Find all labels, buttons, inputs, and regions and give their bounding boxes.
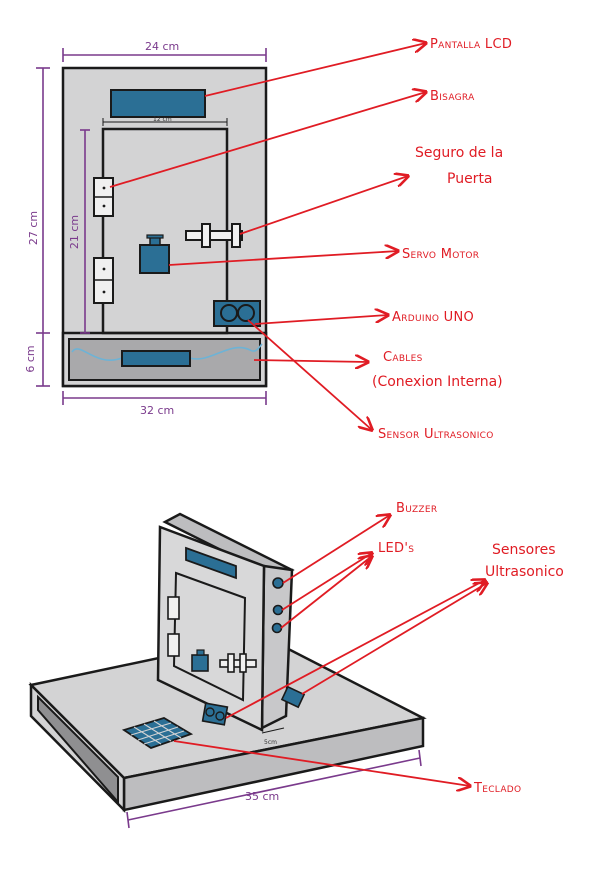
dimension-line-gap (261, 727, 285, 734)
dim-total-height: 27 cm (27, 211, 40, 245)
base-left-opening (37, 694, 119, 805)
door-lock (185, 223, 243, 248)
callout-arrows-front (109, 43, 426, 430)
iso-hinge-top (167, 596, 180, 620)
label-sensors-line1: Sensores (492, 542, 556, 558)
iso-lock (219, 653, 257, 673)
iso-lcd (185, 546, 237, 580)
iso-buzzer (272, 577, 284, 589)
label-sensors-line2: Ultrasonico (485, 564, 564, 580)
label-servo: Servo Motor (402, 247, 479, 262)
dimension-lines-front (36, 48, 267, 405)
iso-ultrasonic-side (280, 685, 306, 709)
dimension-line-inner (102, 118, 228, 126)
label-buzzer: Buzzer (396, 501, 437, 516)
label-hinge: Bisagra (430, 89, 475, 104)
hinge-bottom (93, 257, 114, 304)
dim-bottom-width: 32 cm (140, 404, 174, 417)
label-arduino: Arduino UNO (392, 310, 474, 325)
dim-top-width: 24 cm (145, 40, 179, 53)
iso-keypad (121, 717, 194, 749)
label-lcd: Pantalla LCD (430, 37, 512, 52)
iso-servo-top (196, 649, 205, 656)
label-ultrasonic: Sensor Ultrasonico (378, 427, 494, 442)
lcd-screen (110, 89, 206, 118)
iso-led-1 (272, 604, 284, 616)
hinge-top (93, 177, 114, 217)
dim-base-height: 6 cm (24, 345, 37, 372)
label-lock-line2: Puerta (447, 171, 493, 187)
panel-front (156, 525, 266, 732)
callout-arrows-iso (173, 515, 487, 786)
iso-ultrasonic-front (201, 702, 229, 726)
dimension-lines-iso (126, 749, 422, 829)
ultrasonic-sensor-front (213, 300, 261, 327)
servo-motor (139, 234, 170, 274)
iso-led-2 (271, 622, 283, 634)
arduino-board (121, 350, 191, 367)
iso-servo (191, 654, 209, 672)
panel-edge (260, 564, 294, 731)
label-cables-line1: Cables (383, 350, 423, 365)
dim-iso-width: 35 cm (245, 790, 279, 803)
label-keypad: Teclado (473, 781, 521, 796)
cable-wire (71, 343, 263, 361)
label-lock-line1: Seguro de la (415, 145, 503, 161)
iso-hinge-bottom (167, 633, 180, 657)
label-leds: LED's (378, 541, 414, 556)
iso-view: 35 cm 5cm Buzzer LED's Sensores Ultrason… (28, 501, 564, 829)
label-cables-line2: (Conexion Interna) (372, 374, 503, 390)
dim-iso-gap: 5cm (264, 739, 277, 746)
dim-door-height: 21 cm (68, 215, 81, 249)
front-view: 24 cm 12 cm 27 cm 21 cm 6 cm 32 cm Panta… (24, 37, 512, 442)
dim-inner-width: 12 cm (153, 116, 172, 123)
